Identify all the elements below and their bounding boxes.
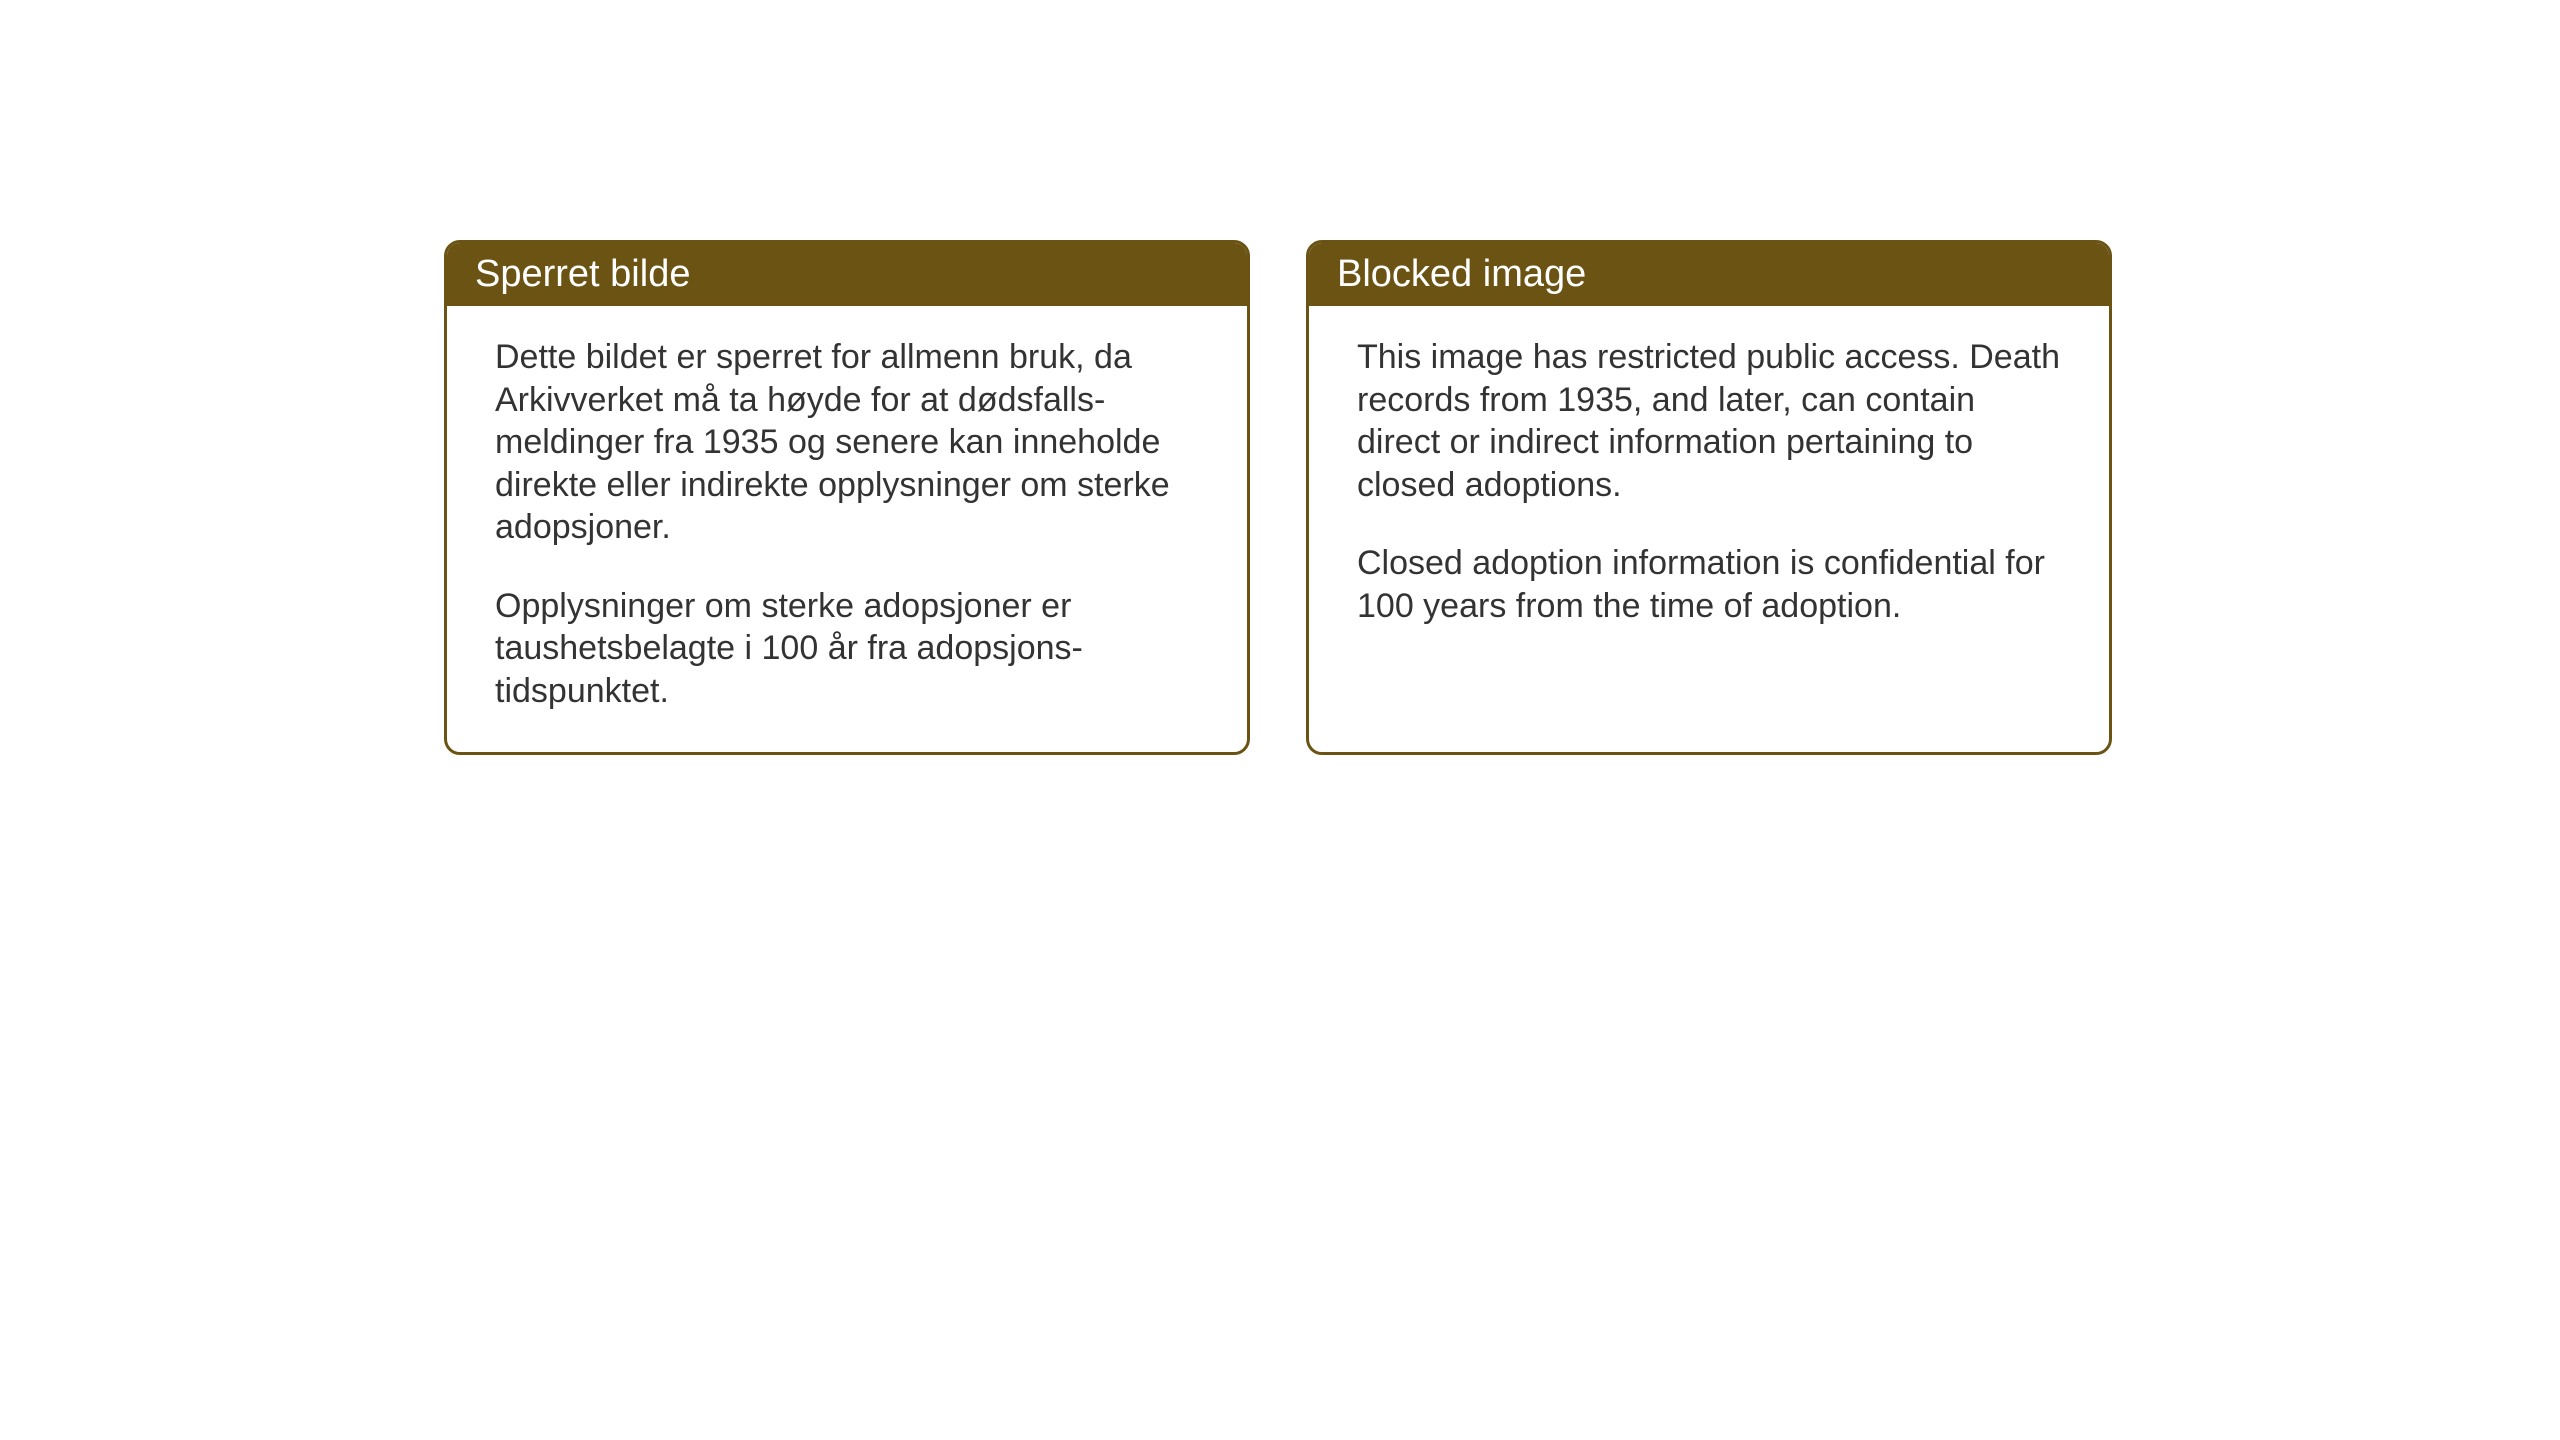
notice-paragraph-1-norwegian: Dette bildet er sperret for allmenn bruk… xyxy=(495,336,1199,549)
notice-body-english: This image has restricted public access.… xyxy=(1309,306,2109,667)
notice-header-norwegian: Sperret bilde xyxy=(447,243,1247,306)
notice-header-english: Blocked image xyxy=(1309,243,2109,306)
notice-title-english: Blocked image xyxy=(1337,253,1586,295)
notice-box-norwegian: Sperret bilde Dette bildet er sperret fo… xyxy=(444,240,1250,755)
notice-box-english: Blocked image This image has restricted … xyxy=(1306,240,2112,755)
notice-paragraph-2-norwegian: Opplysninger om sterke adopsjoner er tau… xyxy=(495,585,1199,713)
notice-body-norwegian: Dette bildet er sperret for allmenn bruk… xyxy=(447,306,1247,752)
notice-paragraph-2-english: Closed adoption information is confident… xyxy=(1357,542,2061,627)
notices-container: Sperret bilde Dette bildet er sperret fo… xyxy=(444,240,2112,755)
notice-title-norwegian: Sperret bilde xyxy=(475,253,690,295)
notice-paragraph-1-english: This image has restricted public access.… xyxy=(1357,336,2061,506)
